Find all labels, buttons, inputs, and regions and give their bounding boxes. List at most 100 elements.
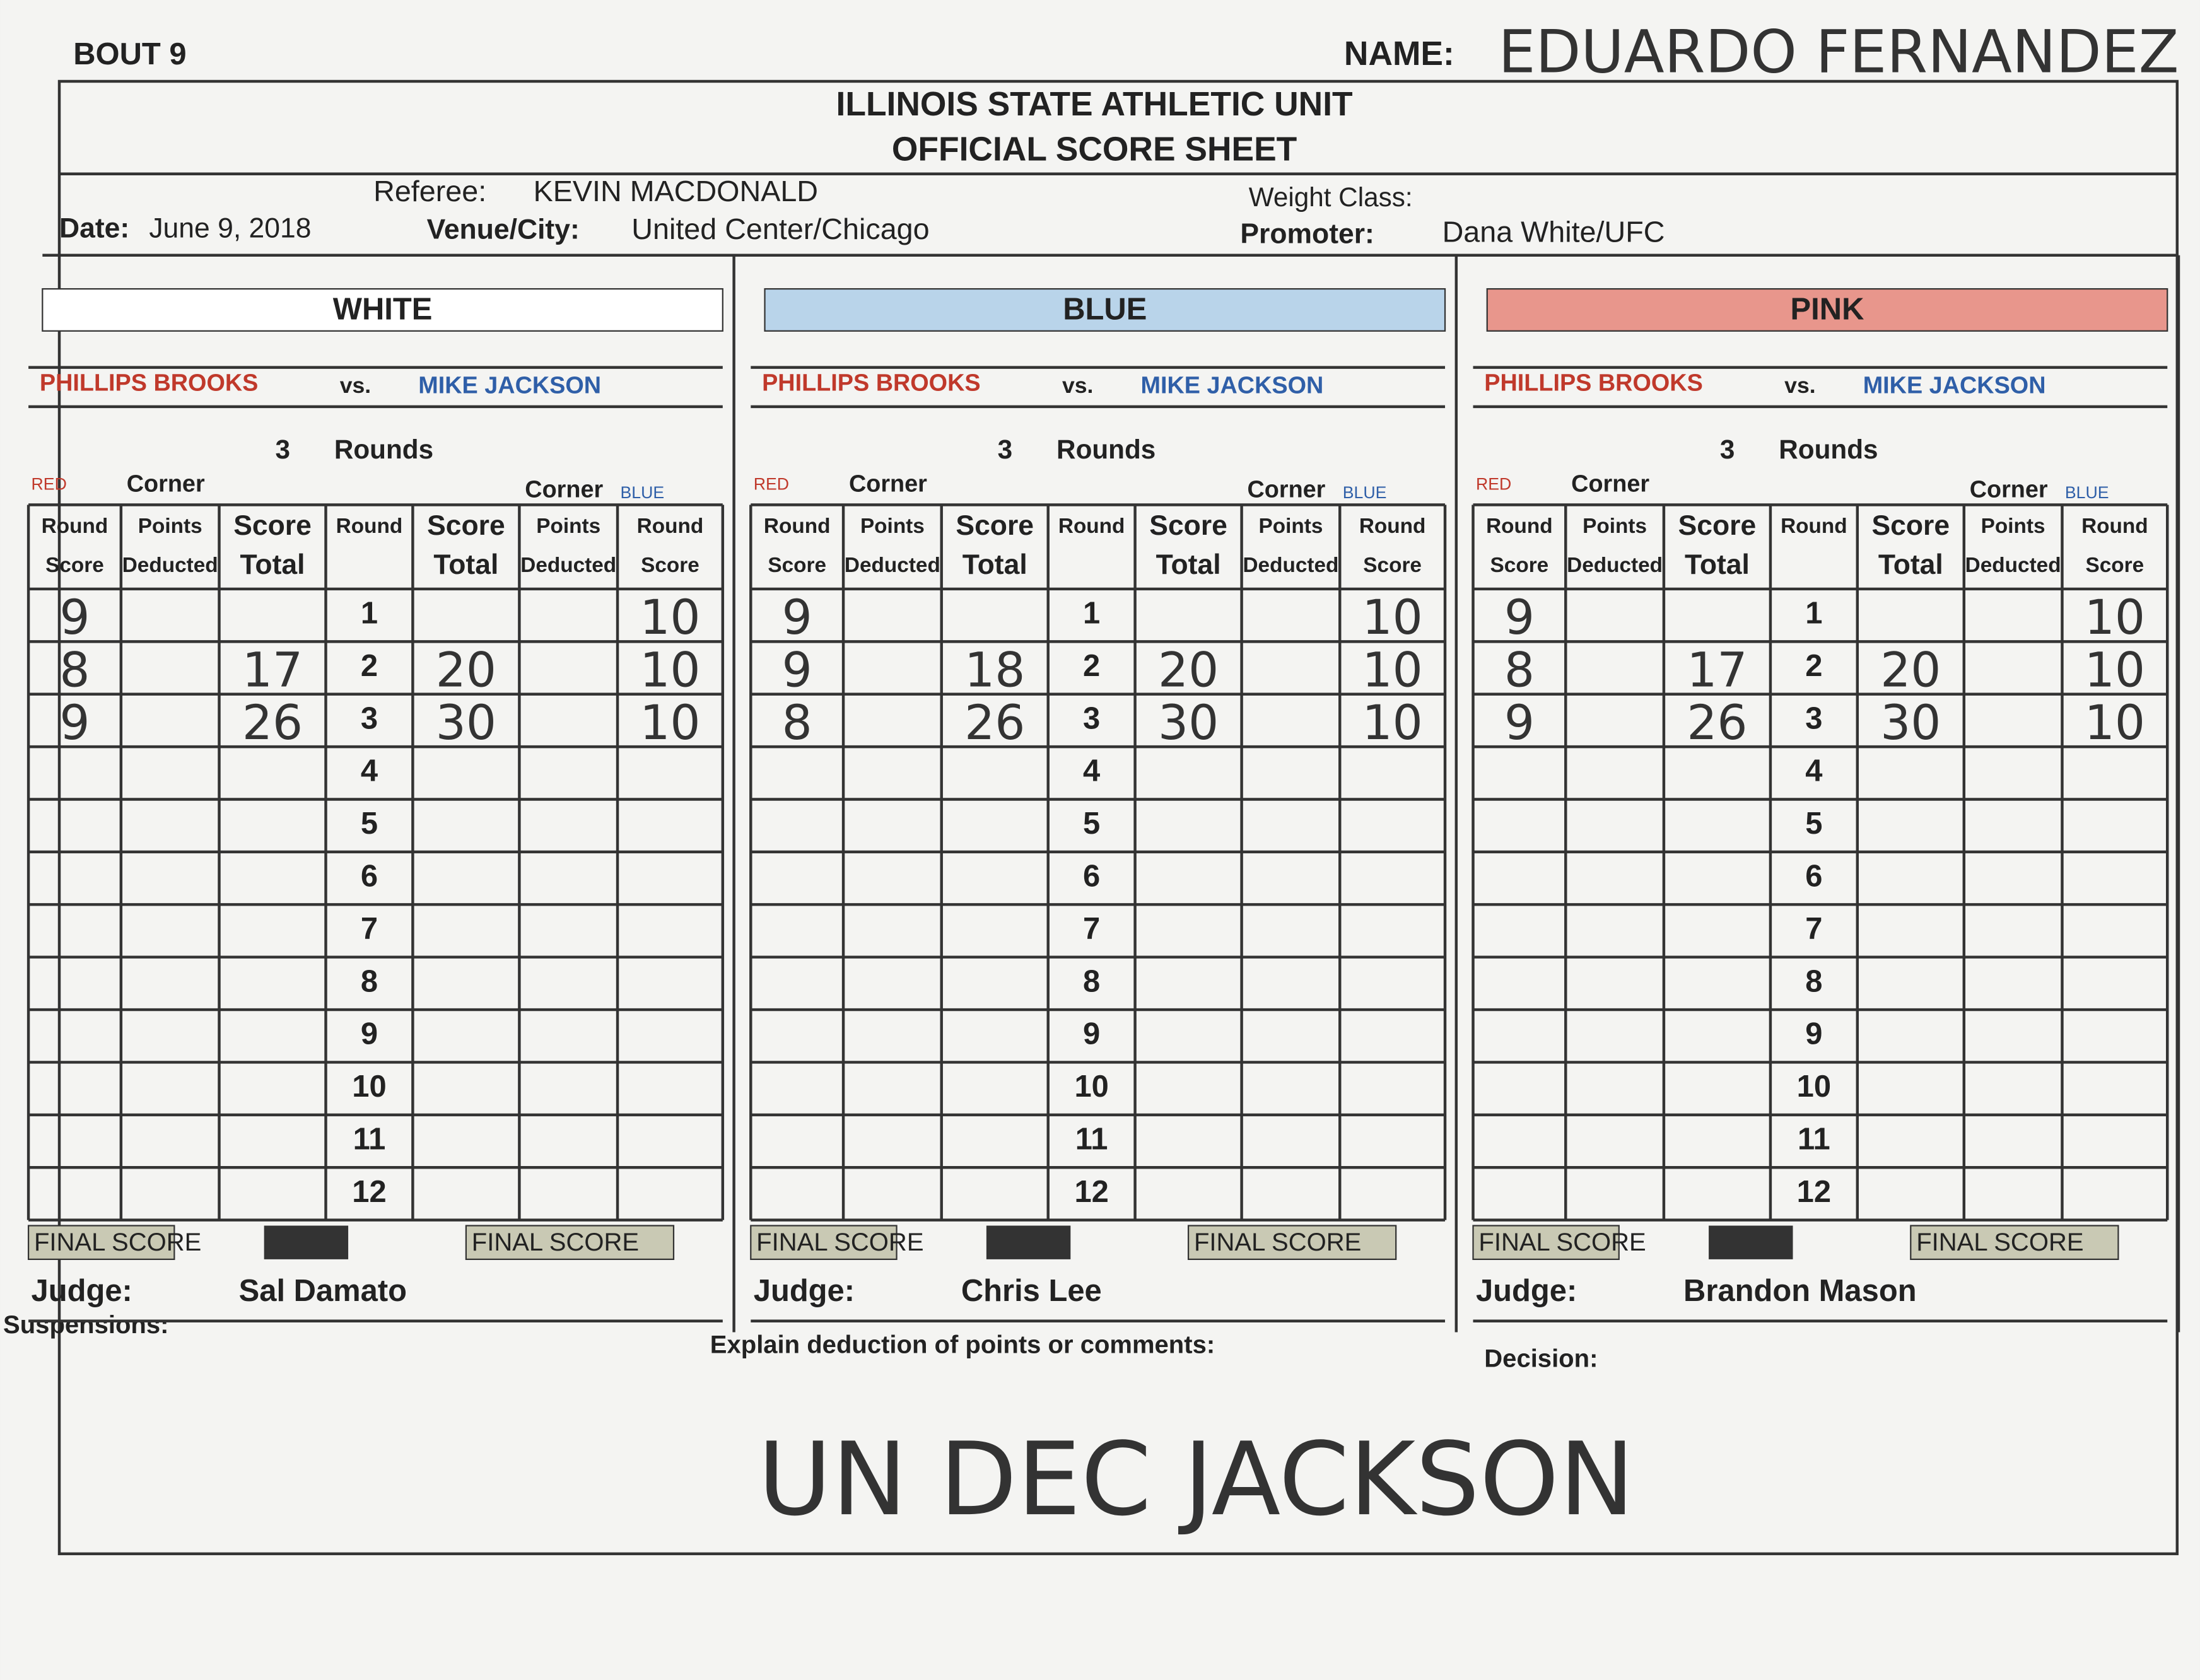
- round-number: 7: [361, 912, 378, 946]
- round-number: 11: [1798, 1122, 1830, 1156]
- final-score-box: [1472, 1225, 1620, 1260]
- column-header: Deducted: [520, 554, 616, 577]
- handwritten-blue-scores: 10: [2085, 695, 2145, 750]
- round-number: 9: [1083, 1017, 1100, 1051]
- vs: vs.: [1784, 373, 1815, 398]
- handwritten-blue-totals: 30: [436, 695, 496, 750]
- red-fighter: PHILLIPS BROOKS: [762, 370, 981, 396]
- card-title: PINK: [1791, 293, 1864, 327]
- decision-label: Decision:: [1484, 1345, 1598, 1373]
- final-score: FINAL SCORE: [472, 1228, 639, 1256]
- corner: Corner: [127, 470, 205, 497]
- column-header: Score: [768, 554, 826, 577]
- column-header: Round: [2081, 515, 2148, 538]
- blank-box: [986, 1225, 1071, 1259]
- blue-fighter: MIKE JACKSON: [1863, 373, 2046, 399]
- column-header: Round: [336, 515, 403, 538]
- card-title: BLUE: [1063, 293, 1147, 327]
- column-header: Round: [42, 515, 108, 538]
- date: June 9, 2018: [149, 213, 311, 243]
- red-corner: RED: [32, 474, 67, 493]
- column-header: Points: [138, 515, 202, 538]
- referee-label: Referee:: [373, 175, 486, 207]
- handwritten-red-scores: 9: [59, 695, 90, 750]
- round-number: 10: [352, 1070, 386, 1104]
- round-number: 8: [1805, 964, 1822, 998]
- promoter: Dana White/UFC: [1442, 216, 1665, 248]
- red-fighter: PHILLIPS BROOKS: [40, 370, 259, 396]
- handwritten-red-scores: 9: [1504, 590, 1535, 645]
- rounds-label: Rounds: [1779, 435, 1878, 464]
- column-header: Total: [433, 549, 498, 580]
- blue-fighter: MIKE JACKSON: [1140, 373, 1323, 399]
- color-band: [1486, 288, 2168, 332]
- round-number: 8: [361, 964, 378, 998]
- column-header: Score: [2086, 554, 2144, 577]
- handwritten-red-totals: 17: [1687, 642, 1747, 697]
- column-header: Score: [427, 510, 505, 541]
- blank-box: [1709, 1225, 1793, 1259]
- rounds-count: 3: [275, 435, 290, 464]
- column-header: Round: [1058, 515, 1125, 538]
- card-title: WHITE: [333, 293, 433, 327]
- date-label: Date:: [59, 213, 129, 243]
- handwritten-blue-scores: 10: [640, 695, 700, 750]
- round-number: 5: [1805, 807, 1822, 841]
- handwritten-red-scores: 9: [1504, 695, 1535, 750]
- handwritten-blue-totals: 20: [1880, 642, 1941, 697]
- sheet-title: OFFICIAL SCORE SHEET: [892, 131, 1297, 168]
- handwritten-red-scores: 9: [782, 590, 812, 645]
- column-header: Total: [963, 549, 1027, 580]
- handwritten-blue-scores: 10: [1362, 695, 1423, 750]
- corner: Corner: [525, 476, 603, 503]
- handwritten-blue-scores: 10: [2085, 642, 2145, 697]
- round-number: 1: [361, 597, 378, 631]
- red-corner: RED: [1476, 474, 1511, 493]
- rounds-count: 3: [1720, 435, 1735, 464]
- round-number: 9: [361, 1017, 378, 1051]
- round-number: 11: [353, 1122, 386, 1156]
- column-header: Score: [1363, 554, 1422, 577]
- column-header: Round: [1781, 515, 1847, 538]
- rounds-count: 3: [998, 435, 1013, 464]
- color-band: [764, 288, 1446, 332]
- handwritten-red-scores: 8: [59, 642, 90, 697]
- column-header: Points: [1981, 515, 2045, 538]
- final-score: FINAL SCORE: [1478, 1228, 1646, 1256]
- handwritten-blue-totals: 20: [436, 642, 496, 697]
- column-header: Deducted: [1243, 554, 1338, 577]
- column-header: Points: [1583, 515, 1647, 538]
- handwritten-red-scores: 8: [1504, 642, 1535, 697]
- handwritten-blue-totals: 30: [1880, 695, 1941, 750]
- handwritten-red-totals: 18: [964, 642, 1025, 697]
- handwritten-red-totals: 17: [242, 642, 303, 697]
- venue: United Center/Chicago: [631, 213, 929, 245]
- round-number: 8: [1083, 964, 1100, 998]
- handwritten-blue-scores: 10: [2085, 590, 2145, 645]
- venue-label: Venue/City:: [427, 214, 580, 245]
- handwritten-red-scores: 9: [782, 642, 812, 697]
- round-number: 1: [1083, 597, 1100, 631]
- column-header: Score: [1149, 510, 1227, 541]
- final-score-box: [27, 1225, 175, 1260]
- round-number: 2: [361, 649, 378, 683]
- vs: vs.: [1062, 373, 1093, 398]
- handwritten-red-totals: 26: [964, 695, 1025, 750]
- rounds-label: Rounds: [1056, 435, 1156, 464]
- column-header: Round: [1486, 515, 1553, 538]
- column-header: Points: [860, 515, 925, 538]
- judge: Chris Lee: [961, 1274, 1102, 1308]
- column-header: Score: [1678, 510, 1757, 541]
- final-score: FINAL SCORE: [1916, 1228, 2083, 1256]
- red-fighter: PHILLIPS BROOKS: [1484, 370, 1703, 396]
- corner: Corner: [1970, 476, 2048, 503]
- column-header: Round: [637, 515, 704, 538]
- column-header: Deducted: [845, 554, 940, 577]
- handwritten-blue-scores: 10: [640, 642, 700, 697]
- corner: Corner: [1247, 476, 1325, 503]
- blue-corner: BLUE: [1343, 483, 1387, 502]
- column-header: Score: [45, 554, 104, 577]
- round-number: 4: [361, 754, 378, 788]
